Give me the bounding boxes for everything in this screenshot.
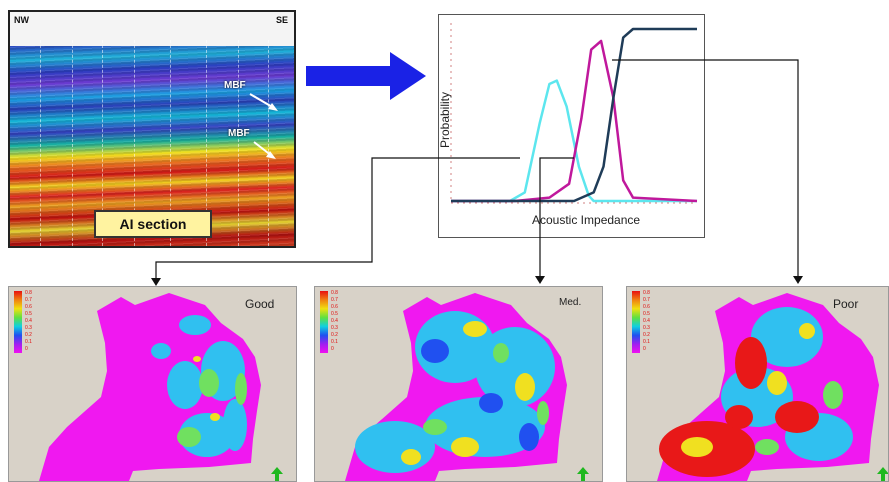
legend-tick: 0.7: [25, 297, 32, 303]
map-panel-poor: 0.8 0.7 0.6 0.5 0.4 0.3 0.2 0.1 0 Poor: [626, 286, 889, 482]
legend-tick: 0.8: [25, 290, 32, 296]
north-arrow-icon: [271, 467, 283, 481]
legend-tick: 0.4: [643, 318, 650, 324]
legend-tick: 0.3: [25, 325, 32, 331]
mbf-label-lower: MBF: [228, 128, 250, 139]
legend-tick: 0.6: [25, 304, 32, 310]
chart-plot-area: [450, 23, 698, 204]
legend-tick: 0.4: [331, 318, 338, 324]
facies-map-good: [39, 293, 261, 481]
mbf-label-upper: MBF: [224, 80, 246, 91]
well-line: [268, 40, 269, 246]
legend-tick: 0.2: [643, 332, 650, 338]
right-arrow-icon: [306, 52, 426, 100]
probability-curve-0: [451, 79, 697, 203]
legend-tick: 0.1: [25, 339, 32, 345]
north-arrow-icon: [877, 467, 888, 481]
north-arrow-icon: [577, 467, 589, 481]
facies-map-med: [345, 293, 567, 481]
facies-map-poor: [657, 293, 879, 481]
legend-tick: 0.6: [643, 304, 650, 310]
legend-color-bar: [320, 291, 328, 353]
nw-label: NW: [14, 15, 29, 25]
legend-tick: 0.2: [331, 332, 338, 338]
legend-tick: 0.3: [331, 325, 338, 331]
well-line: [102, 40, 103, 246]
legend-tick: 0.5: [643, 311, 650, 317]
map-panel-med: 0.8 0.7 0.6 0.5 0.4 0.3 0.2 0.1 0 Med.: [314, 286, 603, 482]
map-title-poor: Poor: [833, 297, 859, 311]
well-line: [206, 40, 207, 246]
well-line: [238, 40, 239, 246]
map-legend: 0.8 0.7 0.6 0.5 0.4 0.3 0.2 0.1 0: [320, 291, 354, 353]
legend-tick: 0: [643, 346, 646, 352]
legend-color-bar: [632, 291, 640, 353]
well-line: [170, 40, 171, 246]
legend-tick: 0: [331, 346, 334, 352]
legend-tick: 0.6: [331, 304, 338, 310]
well-line: [134, 40, 135, 246]
legend-tick: 0.8: [331, 290, 338, 296]
ai-seismic-section: NW SE MBF MBF AI section: [8, 10, 296, 248]
seismic-header-band: [10, 12, 294, 46]
legend-color-bar: [14, 291, 22, 353]
legend-tick: 0: [25, 346, 28, 352]
probability-curve-1: [451, 39, 698, 203]
legend-tick: 0.5: [331, 311, 338, 317]
probability-chart: Probability Acoustic Impedance: [438, 14, 705, 238]
legend-tick: 0.3: [643, 325, 650, 331]
map-title-good: Good: [245, 297, 275, 311]
legend-tick: 0.1: [643, 339, 650, 345]
map-legend: 0.8 0.7 0.6 0.5 0.4 0.3 0.2 0.1 0: [632, 291, 666, 353]
legend-tick: 0.7: [643, 297, 650, 303]
mbf-pointer-arrows: [249, 93, 278, 159]
legend-tick: 0.2: [25, 332, 32, 338]
seismic-reflectors: [10, 12, 294, 246]
legend-tick: 0.8: [643, 290, 650, 296]
legend-tick: 0.4: [25, 318, 32, 324]
well-line: [72, 40, 73, 246]
map-title-med: Med.: [559, 297, 582, 308]
map-legend: 0.8 0.7 0.6 0.5 0.4 0.3 0.2 0.1 0: [14, 291, 48, 353]
well-line: [40, 40, 41, 246]
legend-tick: 0.7: [331, 297, 338, 303]
chart-x-label: Acoustic Impedance: [532, 213, 641, 227]
map-panel-good: 0.8 0.7 0.6 0.5 0.4 0.3 0.2 0.1 0 Good: [8, 286, 297, 482]
legend-tick: 0.5: [25, 311, 32, 317]
se-label: SE: [275, 15, 288, 25]
legend-tick: 0.1: [331, 339, 338, 345]
ai-section-label: AI section: [94, 210, 212, 238]
probability-curve-2: [451, 27, 697, 203]
